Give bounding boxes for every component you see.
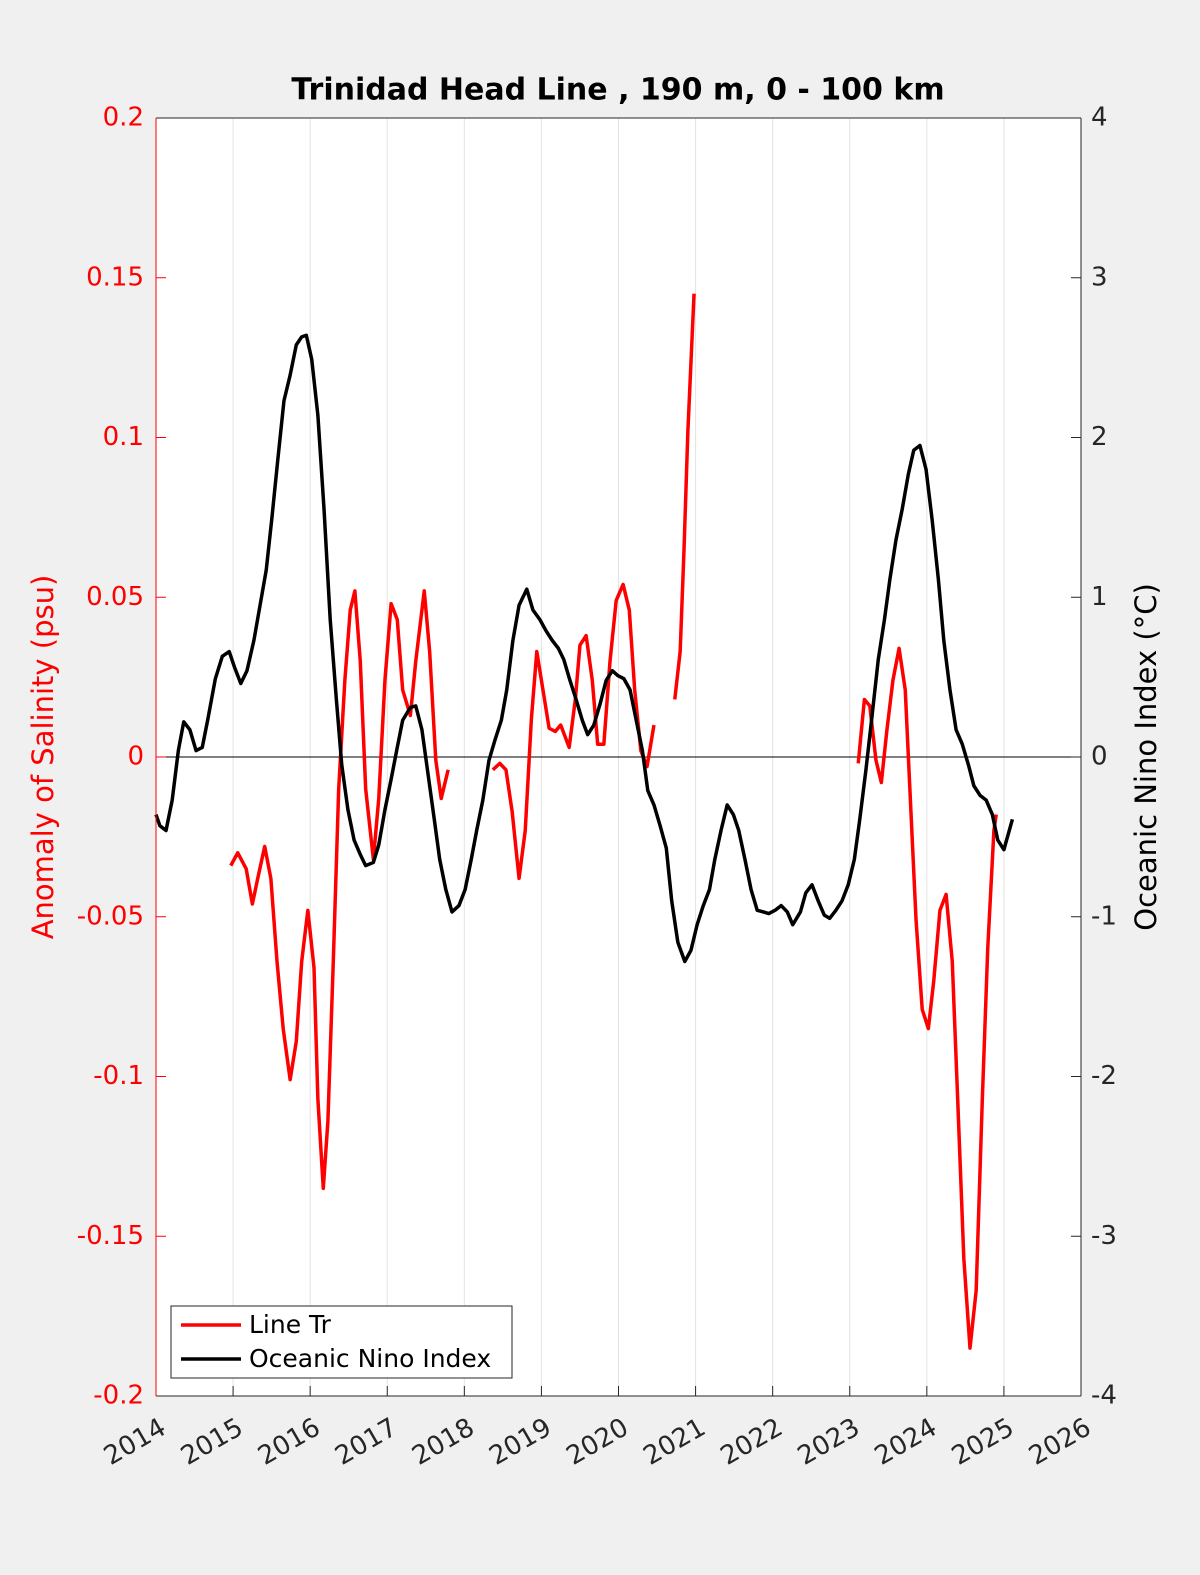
y-tick-label: -0.15 [77, 1221, 144, 1251]
y-tick-label: 0.15 [86, 262, 144, 292]
axes: 2014 2015 2016 2017 2018 2019 2020 2021 2022 2023… [77, 103, 1117, 1472]
y2-tick-label: -1 [1091, 901, 1117, 931]
y-tick-label: -0.1 [93, 1061, 144, 1091]
y-tick-label: 0.2 [103, 103, 144, 133]
y2-tick-label: 3 [1091, 262, 1108, 292]
y-axis-label: Anomaly of Salinity (psu) [26, 575, 60, 940]
y2-tick-label: -4 [1091, 1381, 1117, 1411]
legend-label: Oceanic Nino Index [249, 1344, 491, 1373]
y-tick-label: 0.1 [103, 422, 144, 452]
y2-tick-label: -3 [1091, 1221, 1117, 1251]
y-tick-label: 0 [127, 742, 144, 772]
legend-box [170, 1305, 513, 1379]
y2-tick-label: 2 [1091, 422, 1108, 452]
chart-title: Trinidad Head Line , 190 m, 0 - 100 km [291, 73, 944, 108]
y-tick-label: -0.2 [93, 1381, 144, 1411]
series-line [154, 333, 1015, 964]
y2-axis-label: Oceanic Nino Index (°C) [1129, 583, 1163, 931]
legend: Line Tr Oceanic Nino Index [170, 1305, 513, 1379]
y-tick-label: -0.05 [77, 901, 144, 931]
y2-tick-label: 4 [1091, 103, 1108, 133]
y2-tick-label: 0 [1091, 742, 1108, 772]
y2-tick-label: 1 [1091, 582, 1108, 612]
y-tick-label: 0.05 [86, 582, 144, 612]
legend-label: Line Tr [249, 1310, 332, 1339]
y2-tick-label: -2 [1091, 1061, 1117, 1091]
marks [154, 293, 1015, 1350]
